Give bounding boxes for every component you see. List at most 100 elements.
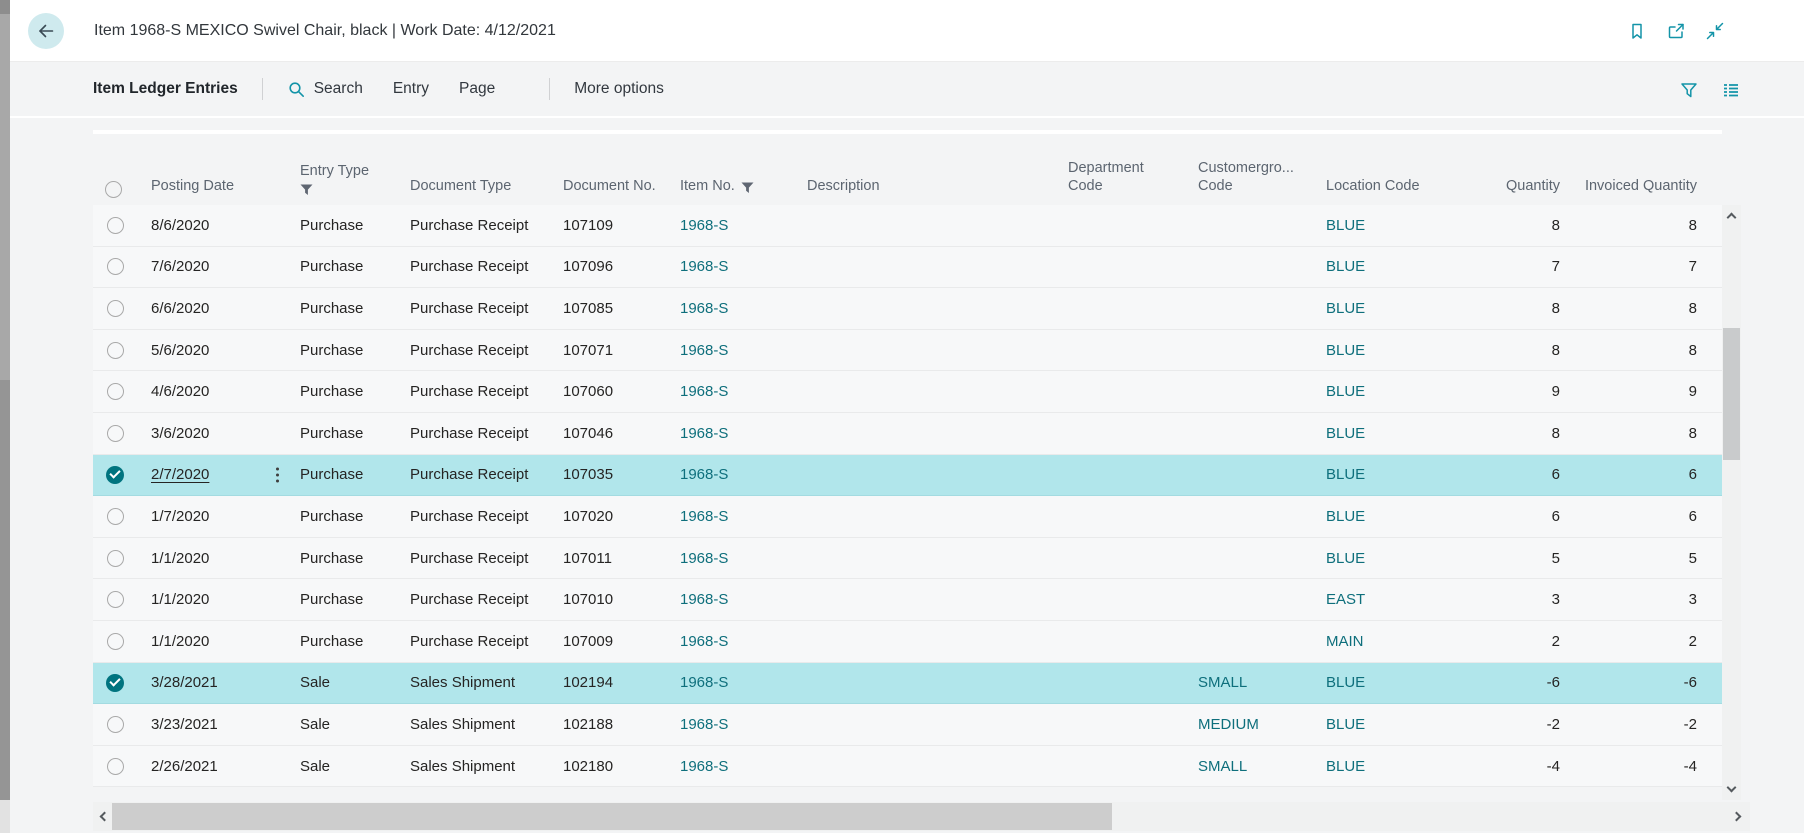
posting-date-value[interactable]: 1/1/2020 — [151, 591, 210, 609]
collapse-icon[interactable] — [1704, 20, 1726, 42]
column-header-document_no[interactable]: Document No. — [549, 134, 666, 205]
row-select-radio[interactable] — [93, 757, 137, 775]
location-code-link[interactable]: BLUE — [1326, 383, 1366, 401]
back-button[interactable] — [28, 13, 64, 49]
posting-date-value[interactable]: 3/28/2021 — [151, 674, 218, 692]
table-row[interactable]: 5/6/2020 Purchase Purchase Receipt 107071 19… — [93, 329, 1722, 372]
entry-menu-button[interactable]: Entry — [392, 80, 430, 97]
customergroup-code-link[interactable]: MEDIUM — [1198, 715, 1259, 733]
more-options-button[interactable]: More options — [574, 80, 664, 97]
location-code-link[interactable]: BLUE — [1326, 341, 1366, 359]
row-select-radio[interactable] — [93, 591, 137, 609]
column-header-department_code[interactable]: Department Code — [1054, 134, 1184, 205]
customergroup-code-link[interactable]: SMALL — [1198, 674, 1248, 692]
table-row[interactable]: 3/23/2021 Sale Sales Shipment 102188 1968-S M… — [93, 704, 1722, 746]
item-no-link[interactable]: 1968-S — [680, 591, 729, 609]
location-code-link[interactable]: BLUE — [1326, 299, 1366, 317]
location-code-link[interactable]: BLUE — [1326, 258, 1366, 276]
item-no-link[interactable]: 1968-S — [680, 383, 729, 401]
table-row[interactable]: 2/26/2021 Sale Sales Shipment 102180 1968-S S… — [93, 745, 1722, 788]
location-code-link[interactable]: BLUE — [1326, 424, 1366, 442]
row-select-radio[interactable] — [93, 383, 137, 401]
table-row[interactable]: 1/7/2020 Purchase Purchase Receipt 107020 19… — [93, 496, 1722, 538]
table-row[interactable]: 3/6/2020 Purchase Purchase Receipt 107046 19… — [93, 412, 1722, 455]
posting-date-value[interactable]: 1/1/2020 — [151, 632, 210, 650]
scroll-left-button[interactable] — [94, 807, 112, 825]
vertical-scrollbar[interactable] — [1722, 205, 1741, 800]
item-no-link[interactable]: 1968-S — [680, 674, 729, 692]
location-code-link[interactable]: MAIN — [1326, 632, 1364, 650]
row-selected-check[interactable] — [93, 673, 137, 692]
posting-date-value[interactable]: 3/6/2020 — [151, 424, 210, 442]
location-code-link[interactable]: BLUE — [1326, 757, 1366, 775]
table-row[interactable]: 1/1/2020 Purchase Purchase Receipt 107010 19… — [93, 579, 1722, 621]
column-header-customergroup_code[interactable]: Customergro... Code — [1184, 134, 1312, 205]
item-no-link[interactable]: 1968-S — [680, 715, 729, 733]
table-row[interactable]: 7/6/2020 Purchase Purchase Receipt 107096 19… — [93, 246, 1722, 289]
column-header-invoiced_quantity[interactable]: Invoiced Quantity — [1570, 134, 1707, 205]
open-in-new-window-icon[interactable] — [1665, 20, 1687, 42]
vertical-scroll-thumb[interactable] — [1723, 328, 1740, 460]
location-code-link[interactable]: BLUE — [1326, 507, 1366, 525]
posting-date-value[interactable]: 5/6/2020 — [151, 341, 210, 359]
row-select-radio[interactable] — [93, 507, 137, 525]
posting-date-value[interactable]: 7/6/2020 — [151, 258, 210, 276]
column-header-posting_date[interactable]: Posting Date — [137, 134, 286, 205]
row-select-radio[interactable] — [93, 549, 137, 567]
page-menu-button[interactable]: Page — [459, 80, 496, 97]
select-all-radio[interactable] — [93, 134, 137, 205]
horizontal-scroll-thumb[interactable] — [112, 803, 1112, 830]
scroll-up-button[interactable] — [1722, 207, 1740, 225]
table-row[interactable]: 3/28/2021 Sale Sales Shipment 102194 1968-S S… — [93, 662, 1722, 705]
item-no-link[interactable]: 1968-S — [680, 549, 729, 567]
posting-date-value[interactable]: 4/6/2020 — [151, 383, 210, 401]
table-row[interactable]: 6/6/2020 Purchase Purchase Receipt 107085 19… — [93, 288, 1722, 330]
posting-date-value[interactable]: 1/1/2020 — [151, 549, 210, 567]
item-no-link[interactable]: 1968-S — [680, 632, 729, 650]
item-no-link[interactable]: 1968-S — [680, 507, 729, 525]
location-code-link[interactable]: BLUE — [1326, 715, 1366, 733]
scroll-right-button[interactable] — [1729, 807, 1747, 825]
posting-date-value[interactable]: 3/23/2021 — [151, 715, 218, 733]
row-selected-check[interactable] — [93, 465, 137, 484]
choose-view-icon[interactable] — [1720, 79, 1742, 101]
horizontal-scrollbar[interactable] — [93, 802, 1750, 831]
filter-icon[interactable] — [1678, 79, 1700, 101]
search-button[interactable]: Search — [287, 80, 363, 99]
column-header-quantity[interactable]: Quantity — [1453, 134, 1570, 205]
item-no-link[interactable]: 1968-S — [680, 341, 729, 359]
posting-date-value[interactable]: 2/26/2021 — [151, 757, 218, 775]
column-header-description[interactable]: Description — [793, 134, 1054, 205]
item-no-link[interactable]: 1968-S — [680, 258, 729, 276]
row-select-radio[interactable] — [93, 424, 137, 442]
row-select-radio[interactable] — [93, 632, 137, 650]
location-code-link[interactable]: BLUE — [1326, 466, 1366, 484]
column-header-location_code[interactable]: Location Code — [1312, 134, 1453, 205]
column-header-item_no[interactable]: Item No. — [666, 134, 793, 205]
posting-date-value[interactable]: 6/6/2020 — [151, 299, 210, 317]
row-select-radio[interactable] — [93, 258, 137, 276]
row-kebab-menu[interactable] — [274, 466, 281, 483]
row-select-radio[interactable] — [93, 216, 137, 234]
row-select-radio[interactable] — [93, 299, 137, 317]
column-header-document_type[interactable]: Document Type — [396, 134, 549, 205]
customergroup-code-link[interactable]: SMALL — [1198, 757, 1248, 775]
item-no-link[interactable]: 1968-S — [680, 424, 729, 442]
table-row[interactable]: 2/7/2020 Purchase Purchase Receipt 107035 19… — [93, 454, 1722, 497]
location-code-link[interactable]: BLUE — [1326, 549, 1366, 567]
table-row[interactable]: 8/6/2020 Purchase Purchase Receipt 107109 19… — [93, 205, 1722, 247]
location-code-link[interactable]: EAST — [1326, 591, 1366, 609]
posting-date-value[interactable]: 8/6/2020 — [151, 216, 210, 234]
row-select-radio[interactable] — [93, 341, 137, 359]
location-code-link[interactable]: BLUE — [1326, 674, 1366, 692]
column-header-entry_type[interactable]: Entry Type — [286, 134, 396, 205]
posting-date-value[interactable]: 2/7/2020 — [151, 466, 210, 484]
item-no-link[interactable]: 1968-S — [680, 299, 729, 317]
location-code-link[interactable]: BLUE — [1326, 216, 1366, 234]
item-no-link[interactable]: 1968-S — [680, 216, 729, 234]
posting-date-value[interactable]: 1/7/2020 — [151, 507, 210, 525]
table-row[interactable]: 1/1/2020 Purchase Purchase Receipt 107009 19… — [93, 620, 1722, 663]
item-no-link[interactable]: 1968-S — [680, 757, 729, 775]
row-select-radio[interactable] — [93, 715, 137, 733]
table-row[interactable]: 1/1/2020 Purchase Purchase Receipt 107011 19… — [93, 537, 1722, 580]
